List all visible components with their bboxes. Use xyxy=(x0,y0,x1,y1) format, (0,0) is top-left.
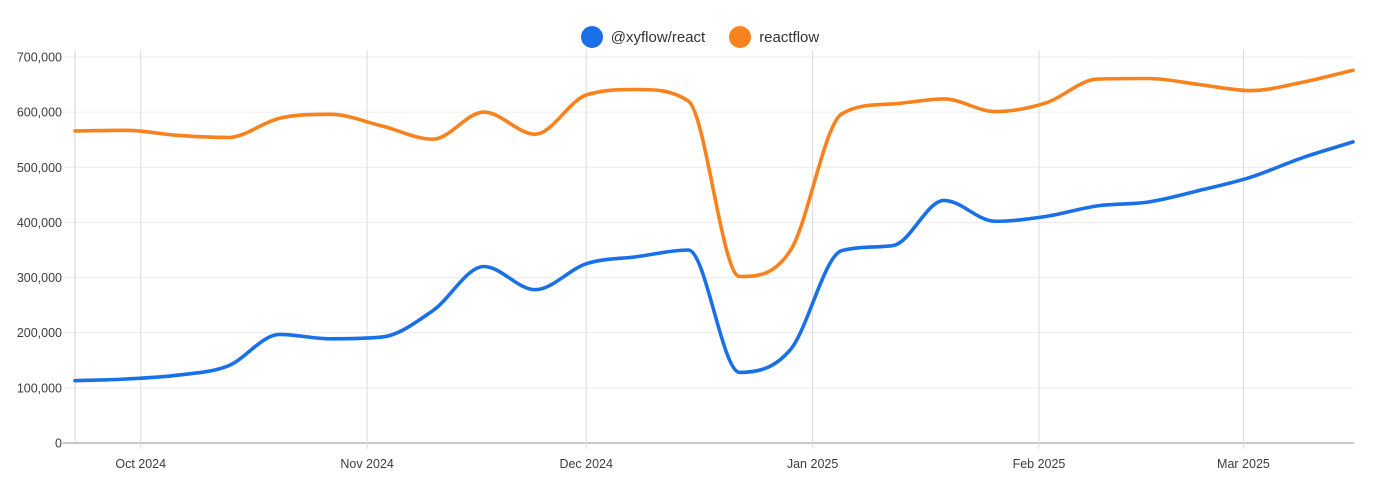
xyflow-react-series-dot-icon xyxy=(580,26,603,48)
chart-legend: @xyflow/react reactflow xyxy=(0,26,1400,48)
x-tick-label: Mar 2025 xyxy=(1217,457,1270,471)
x-tick-label: Jan 2025 xyxy=(787,457,838,471)
series-line-reactflow xyxy=(73,68,1355,279)
series-line-xyflow-react xyxy=(73,140,1355,383)
y-tick-label: 600,000 xyxy=(17,106,62,120)
x-tick-label: Oct 2024 xyxy=(115,457,166,471)
y-tick-label: 0 xyxy=(55,437,62,451)
y-tick-label: 300,000 xyxy=(17,271,62,285)
y-tick-label: 400,000 xyxy=(17,216,62,230)
legend-label-reactflow: reactflow xyxy=(759,28,820,46)
legend-label-xyflow-react: @xyflow/react xyxy=(610,28,706,46)
legend-item-xyflow-react[interactable]: @xyflow/react xyxy=(580,26,706,48)
x-tick-label: Nov 2024 xyxy=(340,457,394,471)
y-tick-label: 700,000 xyxy=(17,51,62,65)
y-tick-label: 500,000 xyxy=(17,161,62,175)
x-tick-label: Feb 2025 xyxy=(1013,457,1066,471)
y-tick-label: 100,000 xyxy=(17,381,62,395)
y-tick-label: 200,000 xyxy=(17,326,62,340)
x-tick-label: Dec 2024 xyxy=(559,457,613,471)
plot-area[interactable] xyxy=(75,50,1353,443)
legend-item-reactflow[interactable]: reactflow xyxy=(729,26,819,48)
reactflow-series-dot-icon xyxy=(729,26,752,48)
